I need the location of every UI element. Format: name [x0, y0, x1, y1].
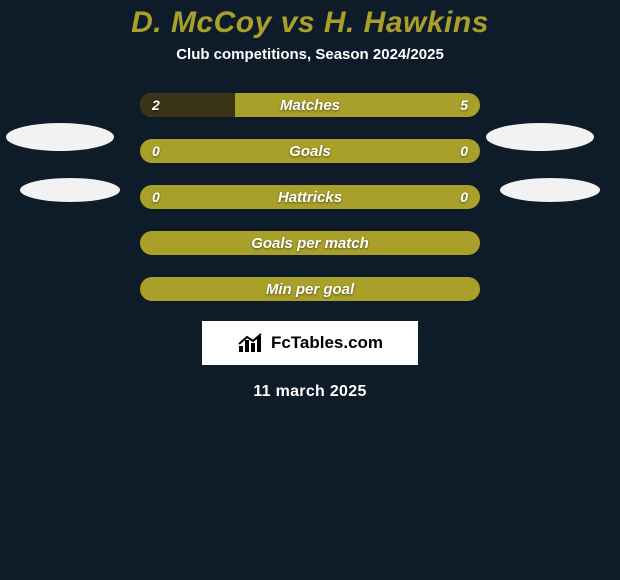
stat-row-hattricks: Hattricks0 0 [140, 185, 480, 209]
stat-bars: Matches25Goals00Hattricks00Goals per mat… [140, 93, 480, 301]
stat-label: Min per goal [140, 281, 480, 298]
player-right-shape-0 [486, 123, 594, 151]
stat-label: Hattricks [140, 189, 480, 206]
stat-value-left: 0 [152, 189, 160, 205]
player-left-shape-1 [20, 178, 120, 202]
stat-row-min-per-goal: Min per goal [140, 277, 480, 301]
player-right-shape-1 [500, 178, 600, 202]
logo-box: FcTables.com [202, 321, 418, 365]
stat-value-right: 5 [460, 97, 468, 113]
stat-label: Goals [140, 143, 480, 160]
player-left-shape-0 [6, 123, 114, 151]
stat-label: Goals per match [140, 235, 480, 252]
stat-row-goals-per-match: Goals per match [140, 231, 480, 255]
stat-value-left: 0 [152, 143, 160, 159]
logo-text: FcTables.com [271, 333, 383, 353]
logo-chart-icon [237, 332, 265, 354]
stat-row-matches: Matches2 5 [140, 93, 480, 117]
stat-value-left: 2 [152, 97, 160, 113]
page-title: D. McCoy vs H. Hawkins [0, 0, 620, 40]
subtitle: Club competitions, Season 2024/2025 [0, 46, 620, 63]
stat-row-goals: Goals0 0 [140, 139, 480, 163]
date-label: 11 march 2025 [0, 383, 620, 401]
stat-value-right: 0 [460, 189, 468, 205]
comparison-card: D. McCoy vs H. Hawkins Club competitions… [0, 0, 620, 580]
stat-value-right: 0 [460, 143, 468, 159]
stat-label: Matches [140, 97, 480, 114]
